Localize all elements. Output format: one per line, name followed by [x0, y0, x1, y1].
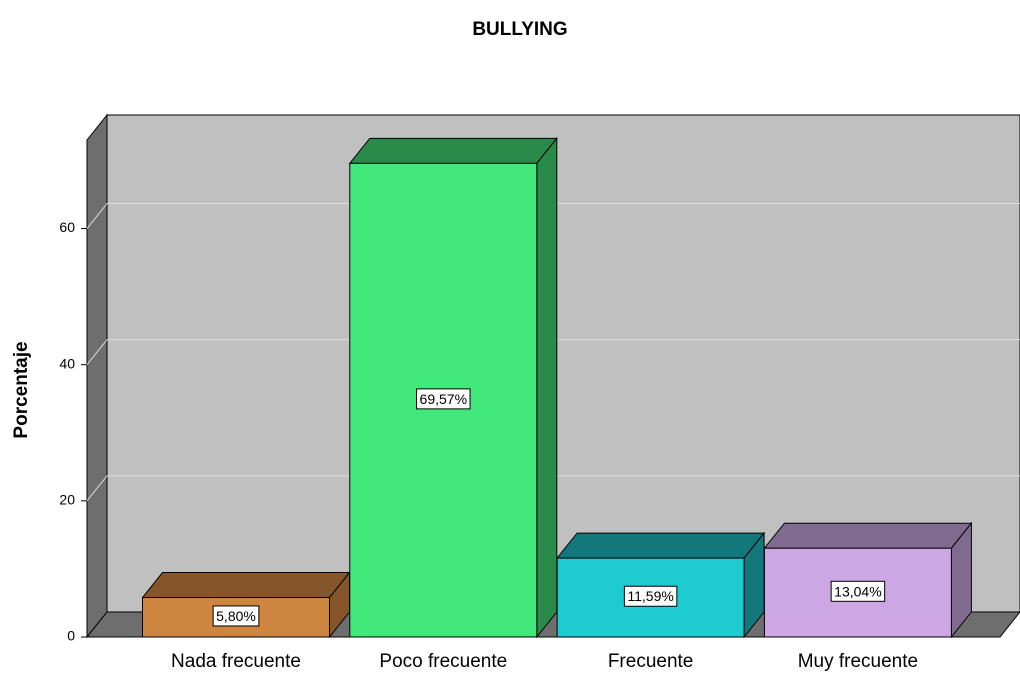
side-wall [86, 113, 108, 639]
value-label: 69,57% [420, 391, 467, 407]
value-label-box: 11,59% [623, 585, 678, 607]
value-label: 13,04% [834, 583, 881, 599]
y-tick-label: 60 [59, 219, 75, 235]
value-label: 5,80% [216, 608, 256, 624]
value-label-bg [623, 585, 678, 607]
value-label-box: 13,04% [830, 580, 886, 602]
bar-top [141, 572, 351, 599]
chart-title: BULLYING [472, 19, 567, 40]
y-axis-title: Porcentaje [11, 341, 32, 438]
x-tick-label: Frecuente [608, 651, 694, 672]
bar-top [556, 532, 766, 559]
y-tick-label: 20 [59, 492, 75, 508]
value-label-box: 5,80% [212, 605, 260, 627]
value-label-bg [830, 580, 886, 602]
bar-side [536, 136, 558, 639]
value-label-box: 69,57% [416, 388, 471, 410]
x-tick-label: Muy frecuente [798, 651, 918, 672]
value-label-bg [212, 605, 260, 627]
grid-line [86, 339, 108, 365]
y-tick-label: 0 [67, 628, 75, 644]
grid-line [86, 475, 108, 502]
x-tick-label: Poco frecuente [379, 651, 507, 672]
bar-top [348, 137, 558, 164]
grid-line [86, 203, 108, 229]
y-tick-label: 40 [59, 355, 75, 371]
bar-top [763, 522, 973, 549]
value-label-bg [416, 388, 471, 410]
x-tick-label: Nada frecuente [171, 651, 301, 672]
value-label: 11,59% [627, 588, 673, 604]
